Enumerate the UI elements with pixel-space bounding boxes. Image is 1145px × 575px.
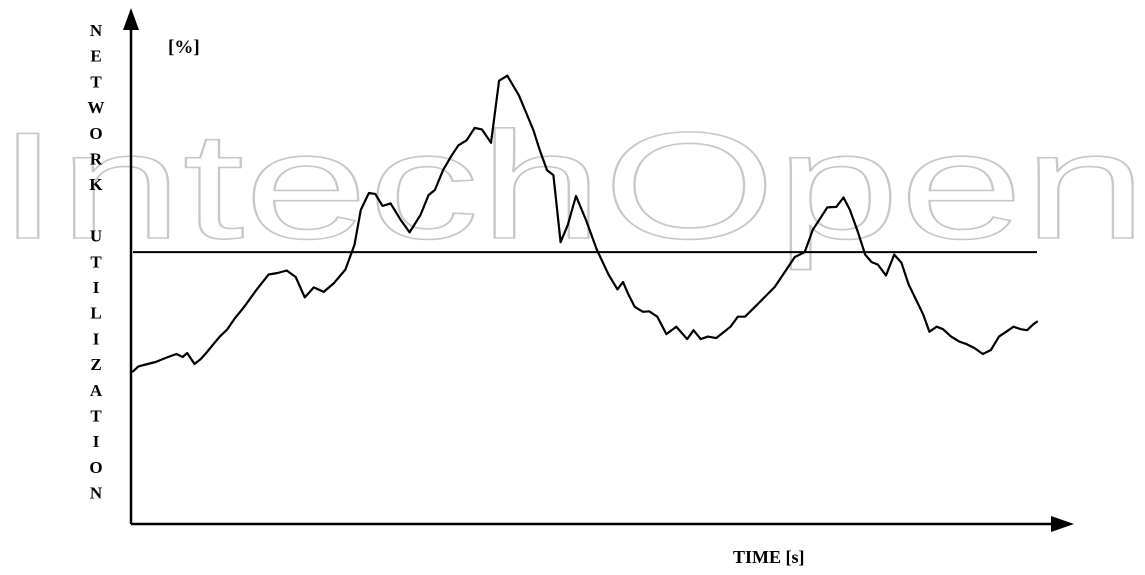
y-axis-label-letter: I bbox=[93, 278, 100, 297]
y-axis-label-letter: O bbox=[89, 458, 102, 477]
y-axis-label-letter: Z bbox=[90, 355, 101, 374]
y-axis-label-letter: K bbox=[89, 175, 103, 194]
y-axis-arrow bbox=[123, 8, 139, 30]
y-axis-label-letter: R bbox=[90, 150, 103, 169]
y-axis-label-letter: N bbox=[90, 21, 103, 40]
y-axis-label-letter: E bbox=[90, 47, 101, 66]
y-axis-label-letter: W bbox=[88, 98, 105, 117]
series-line-utilization bbox=[131, 74, 1039, 373]
y-axis-label-letter: A bbox=[90, 381, 103, 400]
y-axis-label-letter: T bbox=[90, 252, 102, 271]
y-axis-label-letter: T bbox=[90, 72, 102, 91]
y-axis-label-letter: T bbox=[90, 407, 102, 426]
watermark-text: IntechOpen bbox=[0, 101, 1145, 271]
y-axis-label-letter: I bbox=[93, 329, 100, 348]
y-axis-label-letter: U bbox=[90, 227, 102, 246]
x-axis-arrow bbox=[1051, 516, 1074, 532]
x-axis-label: TIME [s] bbox=[733, 547, 805, 567]
y-axis-label-letter: O bbox=[89, 124, 102, 143]
y-axis-label-letter: I bbox=[93, 432, 100, 451]
y-axis-label-letter: L bbox=[90, 304, 101, 323]
y-axis-label-letter: N bbox=[90, 484, 103, 503]
y-unit-label: [%] bbox=[168, 37, 200, 58]
